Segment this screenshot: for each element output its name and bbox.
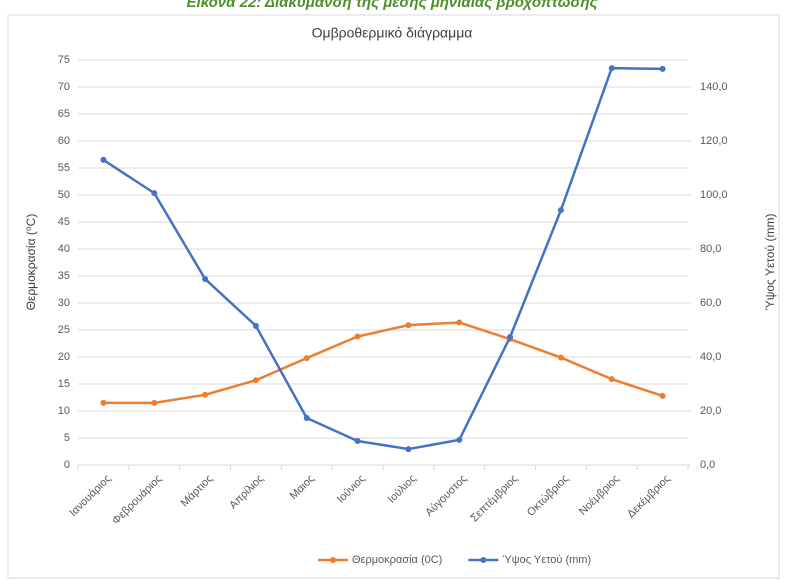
y2-tick-label: 140,0 bbox=[700, 81, 728, 93]
point bbox=[608, 65, 615, 72]
y-tick-label: 50 bbox=[58, 189, 70, 201]
series-line bbox=[102, 66, 663, 451]
point bbox=[151, 399, 158, 406]
y-axis-label: Θερμοκρασία (⁰C) bbox=[24, 214, 38, 311]
point bbox=[354, 437, 361, 444]
y2-tick-label: 40,0 bbox=[700, 351, 721, 363]
point bbox=[608, 376, 615, 383]
y-tick-label: 75 bbox=[58, 54, 70, 66]
y2-tick-label: 20,0 bbox=[700, 405, 721, 417]
point bbox=[405, 322, 412, 329]
point bbox=[405, 446, 412, 453]
y-tick-label: 40 bbox=[58, 243, 70, 255]
legend-label: Θερμοκρασία (0C) bbox=[352, 554, 442, 566]
y2-tick-label: 80,0 bbox=[700, 243, 721, 255]
y-tick-label: 20 bbox=[58, 351, 70, 363]
point bbox=[202, 275, 209, 282]
point bbox=[456, 436, 463, 443]
y-tick-label: 5 bbox=[64, 432, 70, 444]
y-tick-label: 45 bbox=[58, 216, 70, 228]
y2-tick-label: 0,0 bbox=[700, 459, 715, 471]
y-tick-label: 15 bbox=[58, 378, 70, 390]
point bbox=[100, 399, 107, 406]
point bbox=[456, 319, 463, 326]
y2-tick-label: 120,0 bbox=[700, 135, 728, 147]
y-tick-label: 70 bbox=[58, 81, 70, 93]
y-tick-label: 25 bbox=[58, 324, 70, 336]
point bbox=[659, 392, 666, 399]
y-tick-label: 55 bbox=[58, 162, 70, 174]
y-tick-label: 35 bbox=[58, 270, 70, 282]
point bbox=[354, 333, 361, 340]
point bbox=[151, 190, 158, 197]
chart-border bbox=[7, 14, 780, 579]
point bbox=[202, 391, 209, 398]
legend-marker bbox=[330, 557, 336, 563]
y-tick-label: 65 bbox=[58, 108, 70, 120]
series-line bbox=[103, 321, 663, 405]
point bbox=[252, 377, 259, 384]
legend-label: Ύψος Υετού (mm) bbox=[502, 554, 591, 566]
point bbox=[659, 65, 666, 72]
point bbox=[252, 322, 259, 329]
caption: Εικόνα 22: Διακύμανση της μέσης μηνιαίας… bbox=[187, 0, 598, 11]
point bbox=[557, 207, 564, 214]
point bbox=[303, 355, 310, 362]
y-tick-label: 0 bbox=[64, 459, 70, 471]
y-tick-label: 10 bbox=[58, 405, 70, 417]
chart-title: Ομβροθερμικό διάγραμμα bbox=[312, 25, 473, 41]
point bbox=[100, 156, 107, 163]
y2-axis-label: Ύψος Υετού (mm) bbox=[763, 214, 777, 311]
point bbox=[507, 334, 514, 341]
y-tick-label: 30 bbox=[58, 297, 70, 309]
point bbox=[557, 354, 564, 361]
y2-tick-label: 100,0 bbox=[700, 189, 728, 201]
y-tick-label: 60 bbox=[58, 135, 70, 147]
point bbox=[303, 415, 310, 422]
y2-tick-label: 60,0 bbox=[700, 297, 721, 309]
legend-marker bbox=[480, 557, 487, 563]
